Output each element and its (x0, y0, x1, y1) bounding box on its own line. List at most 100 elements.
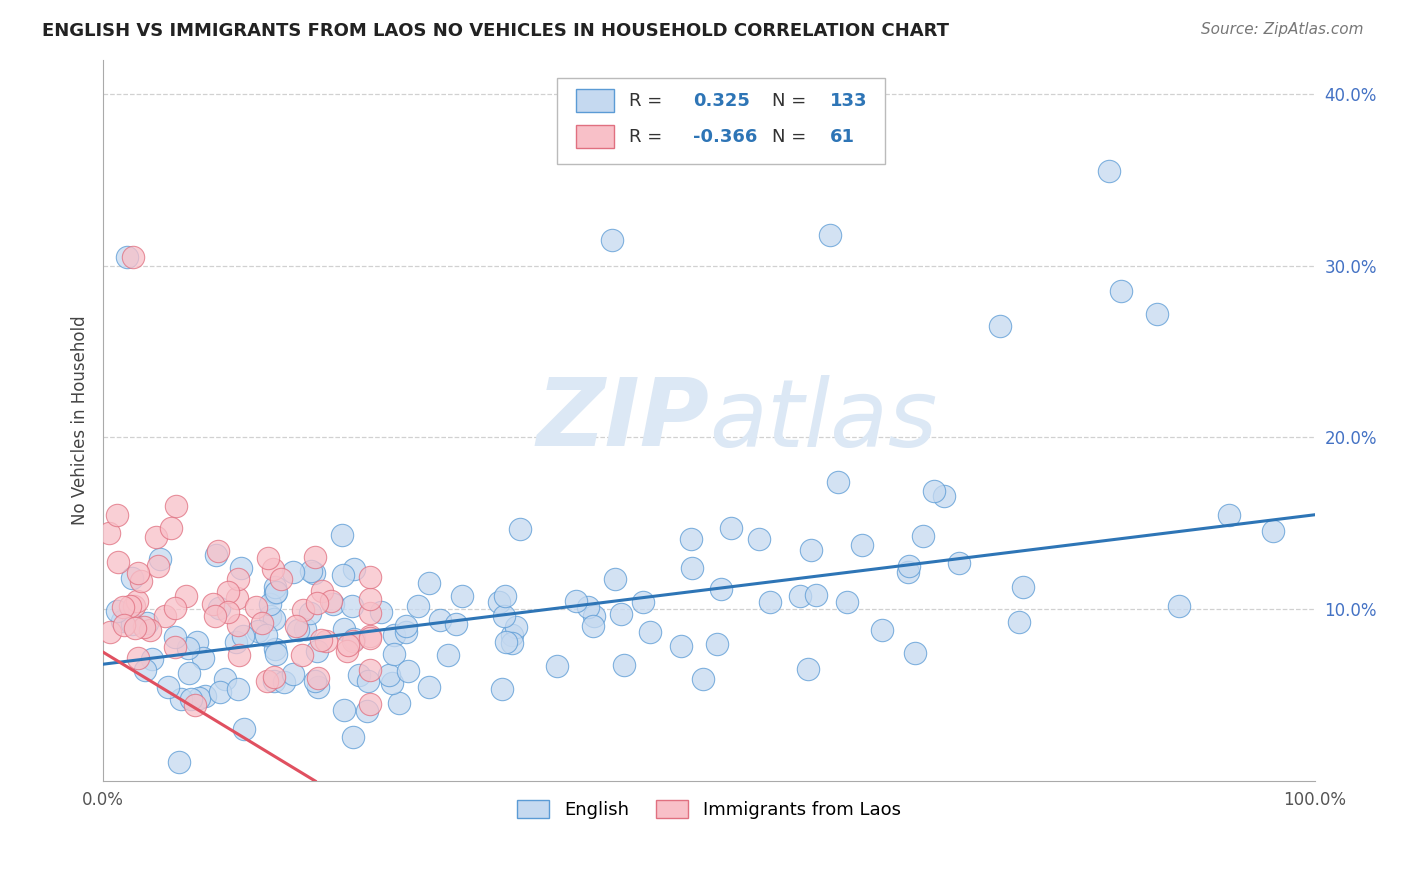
Point (359, 663, 381, 677)
Point (111, 599, 134, 614)
Point (488, 595, 510, 609)
Text: ZIP: ZIP (536, 375, 709, 467)
Point (245, 600, 267, 615)
Point (491, 681, 513, 696)
Point (827, 475, 849, 489)
Point (581, 619, 603, 633)
Point (187, 690, 209, 705)
Point (396, 665, 419, 679)
Point (180, 692, 202, 706)
Text: ENGLISH VS IMMIGRANTS FROM LAOS NO VEHICLES IN HOUSEHOLD CORRELATION CHART: ENGLISH VS IMMIGRANTS FROM LAOS NO VEHIC… (42, 22, 949, 40)
Point (299, 607, 322, 621)
Point (610, 607, 633, 621)
Point (429, 613, 451, 627)
Point (256, 673, 278, 688)
Point (263, 586, 285, 600)
Point (380, 676, 402, 690)
Point (304, 673, 326, 688)
Point (307, 671, 329, 685)
Text: R =: R = (628, 128, 662, 145)
Point (309, 632, 332, 647)
FancyBboxPatch shape (557, 78, 884, 164)
Y-axis label: No Vehicles in Household: No Vehicles in Household (72, 316, 89, 525)
Point (226, 572, 249, 586)
Point (263, 580, 285, 594)
Point (336, 638, 359, 652)
Point (264, 642, 287, 657)
Point (97, 526, 120, 541)
Point (149, 552, 172, 566)
Point (132, 620, 155, 634)
Point (163, 640, 186, 655)
Point (797, 662, 820, 676)
Point (370, 605, 392, 619)
Point (193, 651, 215, 665)
Point (259, 597, 281, 611)
Point (631, 595, 654, 609)
Point (342, 731, 364, 745)
Point (179, 665, 201, 680)
Point (254, 628, 277, 642)
Point (359, 591, 381, 606)
Point (170, 692, 193, 706)
Point (342, 634, 364, 648)
Point (565, 593, 588, 607)
Legend: English, Immigrants from Laos: English, Immigrants from Laos (510, 792, 908, 826)
Point (226, 682, 249, 697)
Point (576, 600, 599, 615)
Point (304, 550, 326, 565)
Point (121, 571, 143, 585)
Point (307, 680, 329, 694)
Point (208, 685, 231, 699)
Point (494, 609, 516, 624)
Point (897, 559, 920, 574)
Point (378, 667, 401, 681)
Point (321, 594, 343, 608)
Point (806, 588, 828, 602)
Text: N =: N = (772, 128, 806, 145)
Point (395, 618, 418, 632)
Point (582, 609, 605, 624)
Point (872, 623, 894, 637)
Point (155, 609, 177, 624)
Text: R =: R = (628, 92, 662, 110)
Point (127, 651, 149, 665)
Point (263, 669, 285, 683)
Point (406, 599, 429, 614)
Point (720, 521, 742, 535)
Point (343, 562, 366, 576)
Point (217, 585, 239, 599)
Text: Source: ZipAtlas.com: Source: ZipAtlas.com (1201, 22, 1364, 37)
Point (214, 672, 236, 686)
Text: 61: 61 (830, 128, 855, 145)
Point (105, 604, 128, 618)
Point (247, 624, 270, 638)
Point (281, 565, 304, 579)
Point (336, 644, 359, 658)
Point (127, 594, 149, 608)
Point (546, 659, 568, 673)
Point (252, 616, 274, 631)
Point (305, 644, 328, 658)
Point (605, 572, 627, 586)
Point (228, 648, 250, 662)
Point (311, 583, 333, 598)
Point (207, 544, 229, 558)
Point (302, 566, 325, 580)
Point (359, 570, 381, 584)
Point (835, 595, 858, 609)
Point (226, 618, 249, 632)
Text: -0.366: -0.366 (693, 128, 758, 145)
Point (706, 636, 728, 650)
Point (911, 529, 934, 543)
Point (600, 233, 623, 247)
Point (332, 568, 354, 582)
Point (418, 680, 440, 694)
Text: N =: N = (772, 92, 806, 110)
Point (124, 622, 146, 636)
Point (122, 250, 145, 264)
Point (165, 630, 187, 644)
Point (395, 624, 418, 639)
Point (305, 596, 328, 610)
Point (340, 599, 363, 614)
